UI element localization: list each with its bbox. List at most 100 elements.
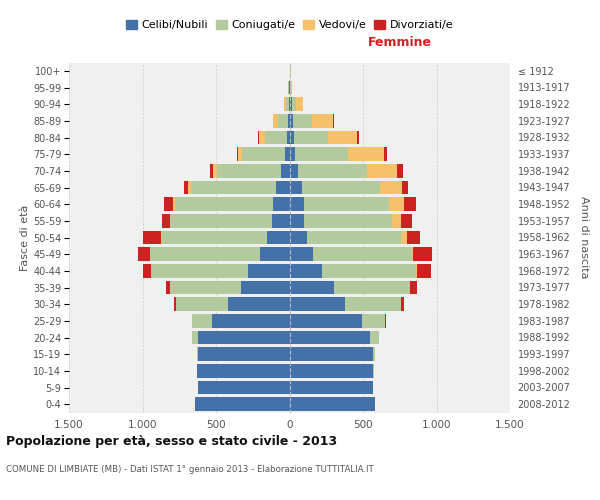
- Bar: [290, 298, 346, 311]
- Bar: [212, 314, 290, 328]
- Bar: [166, 280, 170, 294]
- Bar: [348, 148, 383, 161]
- Bar: [193, 314, 212, 328]
- Bar: [197, 348, 199, 361]
- Bar: [192, 314, 193, 328]
- Bar: [274, 114, 278, 128]
- Bar: [274, 198, 290, 211]
- Bar: [199, 380, 290, 394]
- Bar: [290, 164, 298, 177]
- Bar: [291, 80, 292, 94]
- Bar: [193, 330, 199, 344]
- Bar: [313, 248, 412, 261]
- Y-axis label: Anni di nascita: Anni di nascita: [579, 196, 589, 278]
- Bar: [176, 298, 228, 311]
- Bar: [373, 364, 374, 378]
- Bar: [290, 364, 373, 378]
- Bar: [248, 264, 290, 278]
- Text: Popolazione per età, sesso e stato civile - 2013: Popolazione per età, sesso e stato civil…: [6, 435, 337, 448]
- Bar: [407, 230, 421, 244]
- Bar: [290, 280, 334, 294]
- Bar: [290, 180, 302, 194]
- Bar: [401, 230, 407, 244]
- Bar: [287, 130, 290, 144]
- Bar: [346, 298, 401, 311]
- Bar: [260, 248, 290, 261]
- Bar: [357, 130, 359, 144]
- Bar: [304, 198, 389, 211]
- Bar: [392, 214, 401, 228]
- Bar: [265, 130, 287, 144]
- Bar: [402, 180, 408, 194]
- Bar: [197, 364, 290, 378]
- Bar: [213, 164, 217, 177]
- Bar: [290, 380, 373, 394]
- Bar: [290, 230, 307, 244]
- Legend: Celibi/Nubili, Coniugati/e, Vedovi/e, Divorziati/e: Celibi/Nubili, Coniugati/e, Vedovi/e, Di…: [121, 16, 458, 35]
- Text: Femmine: Femmine: [368, 36, 432, 49]
- Bar: [173, 198, 175, 211]
- Bar: [367, 164, 397, 177]
- Bar: [163, 214, 170, 228]
- Bar: [288, 80, 289, 94]
- Bar: [290, 264, 322, 278]
- Bar: [385, 314, 386, 328]
- Bar: [380, 180, 402, 194]
- Bar: [312, 114, 333, 128]
- Bar: [290, 330, 370, 344]
- Bar: [290, 398, 375, 411]
- Bar: [412, 248, 413, 261]
- Bar: [238, 148, 242, 161]
- Bar: [199, 348, 290, 361]
- Bar: [292, 98, 296, 111]
- Bar: [175, 198, 274, 211]
- Bar: [322, 264, 416, 278]
- Bar: [210, 164, 213, 177]
- Bar: [184, 180, 188, 194]
- Bar: [268, 230, 290, 244]
- Bar: [397, 164, 403, 177]
- Bar: [290, 114, 293, 128]
- Bar: [170, 214, 272, 228]
- Bar: [413, 248, 432, 261]
- Bar: [259, 130, 265, 144]
- Bar: [228, 298, 290, 311]
- Bar: [401, 214, 412, 228]
- Bar: [290, 64, 291, 78]
- Bar: [170, 280, 241, 294]
- Bar: [284, 98, 286, 111]
- Bar: [307, 230, 401, 244]
- Bar: [290, 248, 313, 261]
- Bar: [191, 180, 276, 194]
- Bar: [334, 280, 410, 294]
- Bar: [289, 98, 290, 111]
- Bar: [362, 314, 385, 328]
- Bar: [236, 148, 238, 161]
- Bar: [242, 148, 285, 161]
- Bar: [143, 230, 161, 244]
- Bar: [290, 214, 304, 228]
- Bar: [290, 148, 295, 161]
- Bar: [294, 130, 328, 144]
- Bar: [138, 248, 150, 261]
- Bar: [150, 248, 260, 261]
- Bar: [290, 130, 294, 144]
- Bar: [290, 198, 304, 211]
- Bar: [196, 398, 290, 411]
- Bar: [333, 114, 334, 128]
- Text: COMUNE DI LIMBIATE (MB) - Dati ISTAT 1° gennaio 2013 - Elaborazione TUTTITALIA.I: COMUNE DI LIMBIATE (MB) - Dati ISTAT 1° …: [6, 465, 374, 474]
- Bar: [404, 198, 416, 211]
- Bar: [389, 198, 404, 211]
- Bar: [286, 98, 289, 111]
- Bar: [285, 148, 290, 161]
- Bar: [293, 114, 312, 128]
- Bar: [143, 264, 151, 278]
- Bar: [272, 214, 290, 228]
- Bar: [370, 330, 379, 344]
- Bar: [258, 130, 259, 144]
- Bar: [290, 98, 292, 111]
- Bar: [373, 348, 376, 361]
- Bar: [199, 330, 290, 344]
- Bar: [304, 214, 392, 228]
- Bar: [290, 314, 362, 328]
